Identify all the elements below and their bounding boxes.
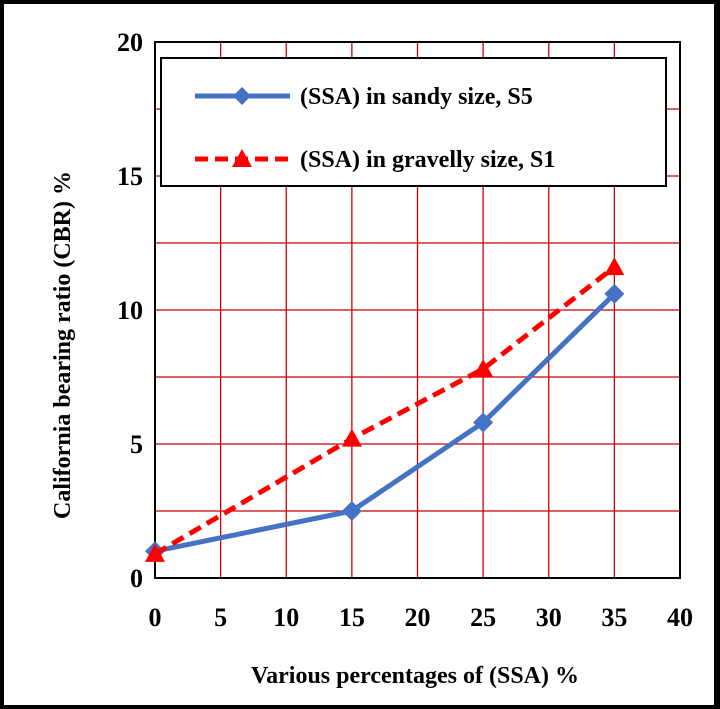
legend-marker-shape-1: [232, 149, 252, 167]
series-line-0: [154, 292, 617, 554]
y-tick-label-0: 0: [130, 564, 143, 593]
x-tick-label-8: 40: [667, 603, 693, 632]
y-tick-label-3: 15: [117, 162, 143, 191]
data-point-1-3: [604, 257, 625, 276]
data-point-0-1: [341, 501, 362, 521]
legend: (SSA) in sandy size, S5 (SSA) in gravell…: [160, 57, 667, 187]
x-tick-label-5: 25: [470, 603, 496, 632]
legend-marker-shape-0: [233, 87, 251, 105]
legend-marker-sandy: [233, 87, 251, 105]
x-tick-label-1: 5: [214, 603, 227, 632]
series-layer: [145, 257, 625, 562]
data-point-1-2: [473, 358, 494, 377]
data-point-1-1: [341, 428, 362, 447]
x-tick-label-7: 35: [601, 603, 627, 632]
y-tick-label-2: 10: [117, 296, 143, 325]
x-tick-label-4: 20: [405, 603, 431, 632]
x-tick-label-0: 0: [149, 603, 162, 632]
x-axis-label: Various percentages of (SSA) %: [251, 663, 579, 689]
series-0: [145, 283, 625, 562]
legend-marker-gravelly: [232, 149, 252, 167]
data-point-0-2: [473, 412, 494, 433]
series-line-1: [153, 265, 616, 557]
y-tick-label-4: 20: [117, 28, 143, 57]
plot-area-border: [154, 41, 681, 579]
y-tick-label-1: 5: [130, 430, 143, 459]
y-axis-label: California bearing ratio (CBR) %: [50, 171, 76, 519]
x-tick-label-2: 10: [273, 603, 299, 632]
data-point-1-0: [145, 543, 165, 562]
series-1: [145, 257, 625, 562]
tick-labels: 0 5 10 15 20 25 30 35 40 0 5 10 15 20: [117, 28, 693, 632]
data-point-0-3: [604, 283, 625, 304]
x-tick-label-6: 30: [536, 603, 562, 632]
legend-label-sandy: (SSA) in sandy size, S5: [300, 84, 533, 110]
x-tick-label-3: 15: [339, 603, 365, 632]
legend-label-gravelly: (SSA) in gravelly size, S1: [300, 147, 555, 173]
